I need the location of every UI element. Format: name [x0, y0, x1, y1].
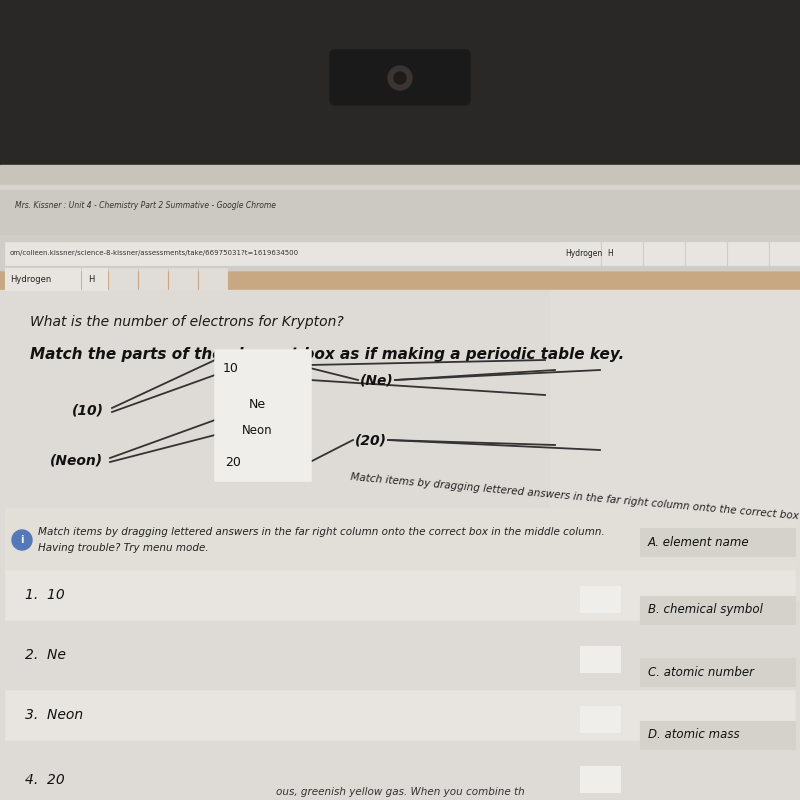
Text: C. atomic number: C. atomic number [648, 666, 754, 678]
Bar [0, 165, 800, 190]
Bar [109, 268, 137, 290]
Text: (Neon): (Neon) [50, 453, 103, 467]
Text: i: i [20, 535, 24, 545]
Bar [580, 766, 620, 792]
Text: What is the number of electrons for Krypton?: What is the number of electrons for Kryp… [30, 315, 344, 329]
Bar [0, 235, 800, 270]
Bar [580, 646, 620, 672]
Text: (Ne): (Ne) [360, 373, 394, 387]
Bar [640, 596, 795, 624]
Text: Ne: Ne [249, 398, 266, 411]
Text: Match items by dragging lettered answers in the far right column onto the correc: Match items by dragging lettered answers… [350, 472, 800, 532]
Text: 20: 20 [225, 455, 241, 469]
Text: Having trouble? Try menu mode.: Having trouble? Try menu mode. [38, 543, 209, 553]
Bar [0, 190, 800, 235]
Text: Hydrogen: Hydrogen [10, 274, 51, 283]
Bar [5, 630, 795, 680]
Bar [770, 242, 800, 265]
Bar [0, 0, 800, 170]
Bar [5, 690, 795, 740]
Bar [5, 570, 795, 620]
Bar [5, 760, 795, 800]
Bar [215, 350, 310, 480]
Circle shape [394, 72, 406, 84]
Bar [169, 268, 197, 290]
Bar [602, 242, 642, 265]
Text: A. element name: A. element name [648, 535, 750, 549]
Bar [139, 268, 167, 290]
Circle shape [388, 66, 412, 90]
Text: Match the parts of the element box as if making a periodic table key.: Match the parts of the element box as if… [30, 347, 624, 362]
Bar [0, 290, 800, 800]
Bar [550, 290, 800, 600]
Bar [640, 721, 795, 749]
Text: B. chemical symbol: B. chemical symbol [648, 603, 763, 617]
Bar [640, 658, 795, 686]
Text: Mrs. Kissner : Unit 4 - Chemistry Part 2 Summative - Google Chrome: Mrs. Kissner : Unit 4 - Chemistry Part 2… [15, 201, 276, 210]
Text: D. atomic mass: D. atomic mass [648, 729, 740, 742]
Text: Neon: Neon [242, 423, 272, 437]
Bar [728, 242, 768, 265]
Text: H: H [607, 249, 613, 258]
Text: Match items by dragging lettered answers in the far right column onto the correc: Match items by dragging lettered answers… [38, 527, 605, 537]
Bar [580, 586, 620, 612]
Text: (20): (20) [355, 433, 387, 447]
Bar [5, 508, 795, 580]
Bar [5, 268, 80, 290]
Bar [199, 268, 227, 290]
Bar [5, 242, 560, 265]
Bar [580, 706, 620, 732]
Bar [560, 242, 600, 265]
Bar [640, 528, 795, 556]
Bar [82, 268, 107, 290]
Circle shape [12, 530, 32, 550]
Text: om/colleen.kissner/science-8-kissner/assessments/take/66975031?t=1619634500: om/colleen.kissner/science-8-kissner/ass… [10, 250, 299, 256]
Text: 3.  Neon: 3. Neon [25, 708, 83, 722]
Bar [686, 242, 726, 265]
Text: ous, greenish yellow gas. When you combine th: ous, greenish yellow gas. When you combi… [276, 787, 524, 797]
Text: 1.  10: 1. 10 [25, 588, 65, 602]
FancyBboxPatch shape [330, 50, 470, 105]
Bar [644, 242, 684, 265]
Text: 2.  Ne: 2. Ne [25, 648, 66, 662]
Text: H: H [88, 274, 94, 283]
Text: (10): (10) [72, 403, 104, 417]
Text: Hydrogen: Hydrogen [565, 249, 602, 258]
Text: 4.  20: 4. 20 [25, 773, 65, 787]
Text: 10: 10 [223, 362, 239, 374]
Bar [0, 185, 800, 270]
